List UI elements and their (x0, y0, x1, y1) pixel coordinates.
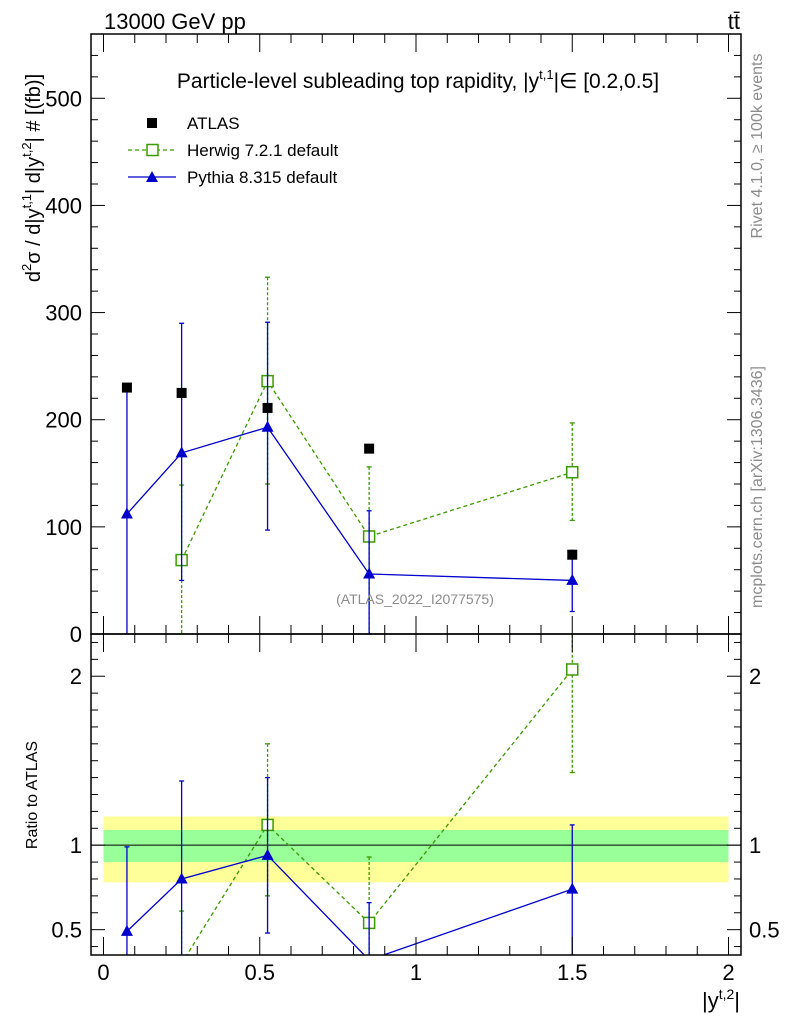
title-suffix: |∈ [0.2,0.5] (554, 70, 659, 93)
ratio-frame (90, 633, 742, 956)
title-prefix: Particle-level subleading top rapidity, … (177, 70, 540, 93)
ratio-ytick-label: 2 (70, 664, 82, 689)
main-herwig-line (181, 379, 573, 561)
ratio-ticks: 0 0.5 1 1.5 2 0.5 0.5 1 1 2 2 (51, 634, 780, 985)
main-ticks: 0 100 200 300 400 500 (45, 33, 741, 647)
ratio-ylabel: Ratio to ATLAS (24, 741, 41, 849)
main-atlas-point (121, 382, 132, 393)
ratio-ytick-label: 0.5 (51, 918, 82, 943)
ratio-pythia-point (120, 924, 133, 936)
x-axis-label: |yt,2| (702, 986, 740, 1013)
ylabel-sup2: 2 (19, 264, 34, 271)
ratio-xtick-label: 1.5 (557, 960, 588, 985)
main-pythia-point (175, 446, 188, 458)
main-ylabel: d2σ / d|yt,1| d|yt,2| # [(fb)] (19, 74, 45, 282)
main-pythia-point (120, 507, 133, 519)
watermark: (ATLAS_2022_I2077575) (336, 591, 494, 607)
ratio-ytick-label: 1 (70, 833, 82, 858)
main-panel: 0 100 200 300 400 500 Particle-level subleadi… (19, 33, 742, 647)
ylabel-mid: | d|y (23, 157, 45, 194)
main-pythia-point (566, 573, 579, 585)
main-ytick-label: 0 (70, 622, 82, 647)
ratio-herwig-point (176, 958, 187, 969)
main-pythia-line (126, 426, 573, 582)
ratio-pythia-point (175, 872, 188, 884)
legend: ATLAS Herwig 7.2.1 default Pythia 8.315 … (128, 114, 338, 187)
rivet-label: Rivet 4.1.0, ≥ 100k events (749, 54, 766, 239)
ylabel-end: | # [(fb)] (23, 74, 45, 143)
main-ytick-label: 300 (45, 301, 82, 326)
ratio-ytick-label-right: 0.5 (749, 918, 780, 943)
ratio-xtick-label: 2 (722, 960, 734, 985)
main-herwig-point (566, 465, 579, 479)
legend-herwig-label: Herwig 7.2.1 default (187, 141, 338, 160)
legend-atlas-label: ATLAS (187, 114, 240, 133)
xlabel-base: |y (702, 988, 719, 1013)
process-label: tt̄ (728, 9, 740, 34)
mcplots-label: mcplots.cern.ch [arXiv:1306.3436] (749, 366, 766, 608)
main-atlas-point (364, 443, 375, 454)
ratio-herwig-point (566, 663, 579, 676)
main-atlas-point (176, 387, 187, 398)
ratio-xtick-label: 1 (410, 960, 422, 985)
main-atlas-point (567, 549, 578, 560)
main-ytick-label: 200 (45, 408, 82, 433)
main-atlas-point (262, 402, 273, 413)
ratio-ytick-label-right: 1 (749, 833, 761, 858)
ratio-marks (91, 634, 741, 969)
main-ytick-label: 400 (45, 193, 82, 218)
legend-pythia-label: Pythia 8.315 default (187, 168, 338, 187)
title-sup: t,1 (539, 67, 553, 82)
ratio-pythia-point (261, 848, 274, 860)
ratio-band-green (103, 829, 729, 863)
ylabel-sigma: σ / d|y (23, 208, 45, 263)
ratio-ytick-label-right: 2 (749, 664, 761, 689)
main-marks (120, 276, 579, 634)
ratio-xtick-label: 0.5 (244, 960, 275, 985)
ratio-panel: 0 0.5 1 1.5 2 0.5 0.5 1 1 2 2 Ratio to ATLAS |yt,2… (24, 633, 780, 1013)
ratio-pythia-point (566, 882, 579, 894)
energy-label: 13000 GeV pp (104, 9, 246, 34)
legend-pythia-marker (146, 171, 158, 182)
main-pythia-point (363, 567, 376, 579)
ratio-xtick-label: 0 (97, 960, 109, 985)
xlabel-end: | (734, 988, 740, 1013)
main-ytick-label: 100 (45, 515, 82, 540)
xlabel-sup: t,2 (719, 986, 735, 1002)
main-pythia-point (261, 420, 274, 432)
legend-herwig-marker (146, 143, 159, 157)
legend-atlas-marker (147, 118, 157, 128)
main-title: Particle-level subleading top rapidity, … (177, 67, 659, 93)
ratio-herwig-line (186, 669, 573, 955)
ylabel-sup-t2: t,2 (19, 142, 34, 156)
ylabel-sup-t1: t,1 (19, 194, 34, 208)
ylabel-d: d (23, 271, 45, 282)
main-ytick-label: 500 (45, 86, 82, 111)
